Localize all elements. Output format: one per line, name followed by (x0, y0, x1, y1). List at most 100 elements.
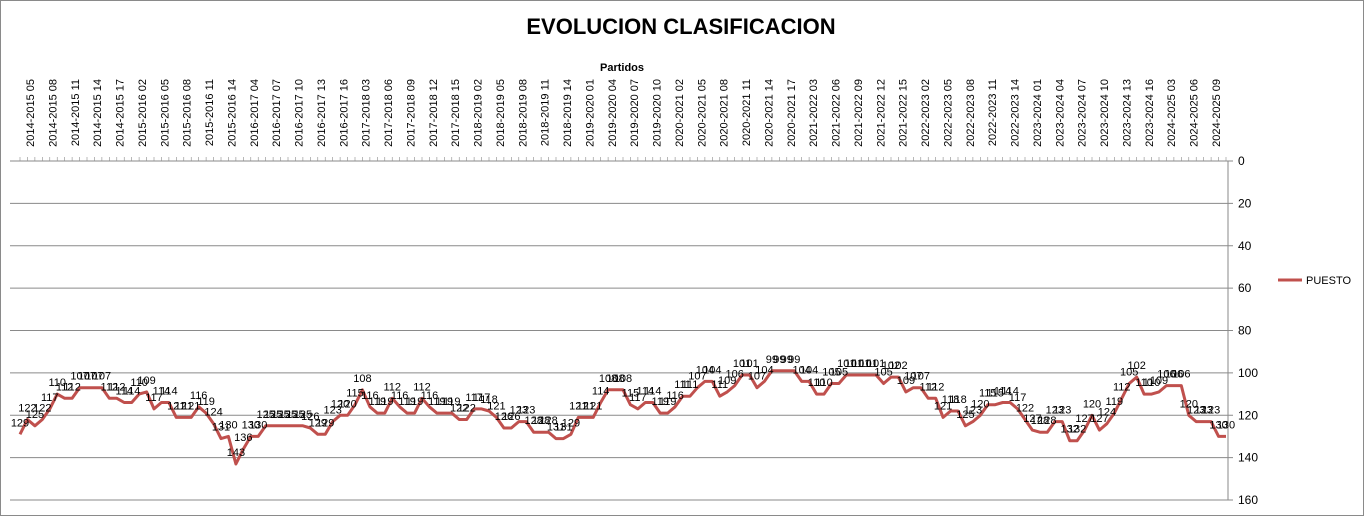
x-tick-label: 2021-2022 12 (875, 79, 887, 147)
data-label: 125 (271, 409, 289, 421)
x-tick-label: 2023-2024 07 (1077, 79, 1089, 147)
x-tick-label: 2024-2025 03 (1166, 79, 1178, 147)
data-label: 108 (353, 373, 371, 385)
x-tick-label: 2017-2018 15 (450, 79, 462, 147)
data-label: 104 (696, 364, 714, 376)
data-label: 116 (421, 390, 439, 402)
data-label: 128 (532, 415, 550, 427)
data-label: 119 (398, 396, 416, 408)
data-label: 130 (1217, 419, 1235, 431)
x-tick-label: 2024-2025 09 (1211, 79, 1223, 147)
data-label: 112 (413, 381, 431, 393)
data-label: 112 (1113, 381, 1131, 393)
x-tick-label: 2020-2021 05 (696, 79, 708, 147)
gridlines (10, 160, 1228, 501)
data-label: 107 (912, 371, 930, 383)
series-line-puesto (18, 369, 1226, 466)
data-label: 111 (682, 379, 699, 391)
data-label: 132 (1060, 424, 1078, 436)
data-label: 109 (718, 375, 736, 387)
series-line-layer (18, 369, 1226, 466)
y-tick-label: 60 (1238, 281, 1252, 295)
data-label: 112 (108, 381, 126, 393)
data-label: 123 (323, 405, 341, 417)
data-label: 129 (11, 417, 29, 429)
data-label: 123 (1053, 405, 1071, 417)
data-label: 120 (1083, 398, 1101, 410)
x-axis-title: Partidos (600, 62, 644, 74)
data-label: 109 (897, 375, 915, 387)
data-label: 101 (867, 358, 885, 370)
data-label: 119 (443, 396, 461, 408)
y-tick-label: 20 (1238, 196, 1252, 210)
x-tick-label: 2016-2017 16 (338, 79, 350, 147)
data-label: 105 (830, 366, 848, 378)
x-tick-label: 2021-2022 06 (831, 79, 843, 147)
data-label: 114 (160, 386, 178, 398)
data-label: 118 (949, 394, 967, 406)
data-label: 130 (242, 419, 260, 431)
data-label: 118 (942, 394, 960, 406)
chart-title: EVOLUCION CLASIFICACION (526, 14, 835, 39)
data-label: 99 (781, 354, 793, 366)
x-tick-label: 2016-2017 07 (271, 79, 283, 147)
x-tick-label: 2014-2015 14 (92, 79, 104, 147)
data-label: 107 (688, 371, 706, 383)
data-label: 131 (547, 422, 565, 434)
data-label: 122 (1016, 402, 1034, 414)
data-label: 106 (1157, 369, 1175, 381)
data-label: 116 (361, 390, 379, 402)
data-label: 99 (788, 354, 800, 366)
data-label: 123 (517, 405, 535, 417)
data-label: 126 (502, 411, 520, 423)
x-tick-label: 2014-2015 08 (47, 79, 59, 147)
data-label: 101 (740, 358, 758, 370)
x-tick-label: 2014-2015 17 (115, 79, 127, 147)
x-tick-label: 2021-2022 15 (898, 79, 910, 147)
data-label: 108 (599, 373, 617, 385)
data-label: 119 (428, 396, 446, 408)
data-label: 114 (115, 386, 133, 398)
y-tick-label: 100 (1238, 366, 1258, 380)
data-label: 110 (808, 377, 826, 389)
data-label: 107 (70, 371, 88, 383)
data-label: 119 (1106, 396, 1124, 408)
data-label: 127 (1023, 413, 1041, 425)
data-label: 120 (331, 398, 349, 410)
x-tick-label: 2015-2016 08 (182, 79, 194, 147)
data-label: 112 (383, 381, 401, 393)
data-label: 112 (56, 381, 74, 393)
data-label: 108 (614, 373, 632, 385)
y-tick-label: 120 (1238, 408, 1258, 422)
x-tick-label: 2014-2015 05 (25, 79, 37, 147)
x-tick-label: 2023-2024 10 (1099, 79, 1111, 147)
data-label: 102 (882, 360, 900, 372)
x-tick-label: 2018-2019 11 (540, 79, 552, 146)
data-label: 115 (979, 388, 997, 400)
data-label: 127 (1075, 413, 1093, 425)
data-label: 129 (316, 417, 334, 429)
x-tick-label: 2023-2024 04 (1054, 79, 1066, 147)
data-label: 115 (346, 388, 364, 400)
data-label: 125 (956, 409, 974, 421)
data-label: 115 (622, 388, 640, 400)
data-label: 105 (874, 366, 892, 378)
data-label: 112 (919, 381, 937, 393)
y-tick-label: 40 (1238, 239, 1252, 253)
data-label: 122 (33, 402, 51, 414)
x-tick-label: 2017-2018 12 (428, 79, 440, 147)
data-label: 124 (1098, 407, 1116, 419)
data-label: 130 (219, 419, 237, 431)
data-label: 122 (457, 402, 475, 414)
x-tick-label: 2022-2023 11 (987, 79, 999, 146)
data-label: 119 (436, 396, 454, 408)
x-tick-label: 2022-2023 05 (942, 79, 954, 147)
y-axis-ticks: 0 20 40 60 80 100 120 140 160 (1227, 154, 1258, 507)
data-label: 125 (264, 409, 282, 421)
x-tick-label: 2023-2024 16 (1144, 79, 1156, 147)
x-tick-label: 2023-2024 01 (1032, 79, 1044, 147)
data-label: 131 (554, 422, 572, 434)
data-label: 119 (197, 396, 215, 408)
data-label: 132 (1068, 424, 1086, 436)
data-label: 123 (1187, 405, 1205, 417)
